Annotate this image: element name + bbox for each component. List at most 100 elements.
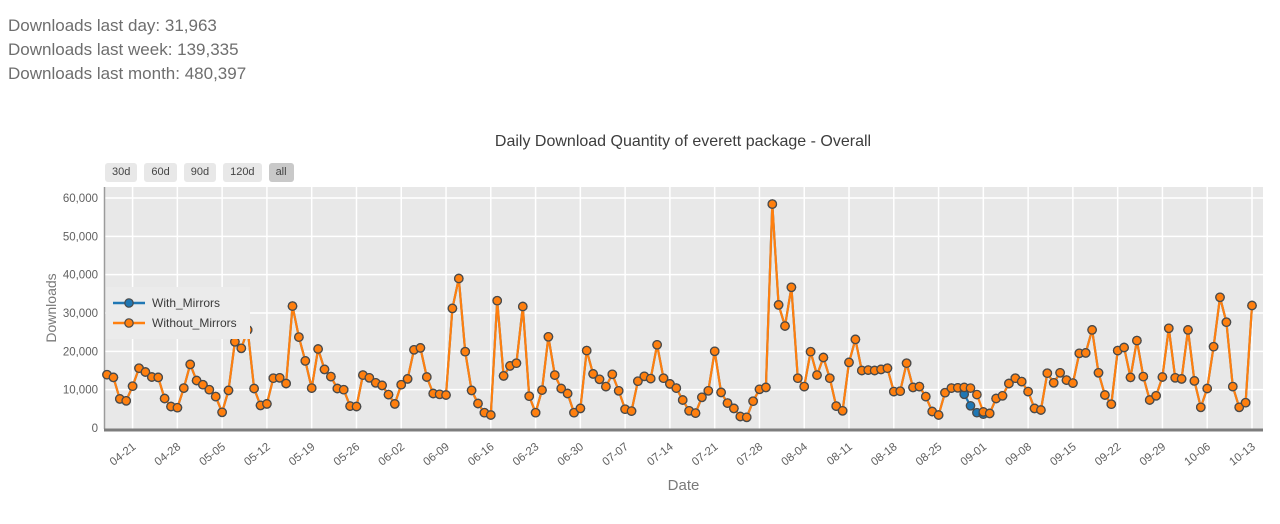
- data-point-without_mirrors: [722, 398, 733, 408]
- x-tick-label: 09-22: [1093, 441, 1124, 469]
- data-point-without_mirrors: [671, 383, 682, 393]
- data-point-without_mirrors: [274, 372, 285, 383]
- data-point-without_mirrors: [626, 406, 637, 416]
- y-tick-label: 0: [92, 423, 98, 435]
- x-tick-label: 04-21: [108, 441, 139, 469]
- data-point-without_mirrors: [1189, 376, 1200, 386]
- legend-marker-icon: [113, 318, 145, 328]
- data-point-without_mirrors: [601, 381, 611, 392]
- data-point-without_mirrors: [588, 369, 598, 379]
- data-point-without_mirrors: [767, 199, 778, 209]
- data-point-without_mirrors: [773, 300, 784, 310]
- data-point-without_mirrors: [217, 407, 227, 418]
- data-point-without_mirrors: [1157, 372, 1168, 382]
- stat-last-month: Downloads last month: 480,397: [8, 64, 247, 83]
- x-tick-label: 08-25: [914, 441, 945, 469]
- data-point-without_mirrors: [306, 383, 317, 393]
- data-point-without_mirrors: [965, 383, 976, 393]
- data-point-without_mirrors: [1036, 405, 1046, 415]
- stat-last-day: Downloads last day: 31,963: [8, 16, 217, 35]
- plot-area: [104, 187, 1263, 429]
- data-point-without_mirrors: [1068, 378, 1078, 388]
- legend-item-without_mirrors[interactable]: Without_Mirrors: [112, 313, 242, 333]
- x-tick-label: 07-28: [735, 441, 766, 469]
- data-point-without_mirrors: [895, 386, 906, 397]
- data-point-without_mirrors: [1247, 300, 1257, 311]
- data-point-without_mirrors: [185, 359, 196, 370]
- data-point-without_mirrors: [530, 407, 541, 418]
- x-tick-label: 07-21: [690, 441, 721, 469]
- y-tick-label: 40,000: [63, 270, 98, 282]
- data-point-without_mirrors: [1023, 386, 1033, 397]
- data-point-without_mirrors: [178, 383, 189, 393]
- y-tick-label: 30,000: [63, 308, 98, 320]
- y-axis-title: Downloads: [43, 273, 59, 342]
- x-tick-label: 07-14: [645, 441, 676, 469]
- data-point-without_mirrors: [575, 403, 586, 414]
- range-button-60d[interactable]: 60d: [144, 163, 177, 182]
- data-point-without_mirrors: [920, 391, 931, 402]
- data-point-without_mirrors: [831, 401, 842, 411]
- legend-marker-icon: [113, 298, 145, 308]
- data-point-without_mirrors: [198, 379, 208, 390]
- data-point-without_mirrors: [658, 373, 669, 384]
- data-point-without_mirrors: [127, 381, 138, 392]
- data-point-without_mirrors: [326, 371, 336, 382]
- data-point-without_mirrors: [441, 390, 451, 400]
- x-tick-label: 04-28: [153, 441, 184, 469]
- data-point-without_mirrors: [562, 388, 573, 399]
- data-point-without_mirrors: [1048, 377, 1059, 388]
- range-button-90d[interactable]: 90d: [183, 163, 217, 182]
- download-stats: Downloads last day: 31,963 Downloads las…: [8, 14, 246, 86]
- x-tick-label: 07-07: [600, 441, 631, 469]
- data-point-without_mirrors: [172, 402, 183, 413]
- data-point-without_mirrors: [485, 410, 496, 420]
- data-point-without_mirrors: [1106, 399, 1117, 410]
- x-tick-label: 10-06: [1182, 441, 1213, 469]
- data-point-without_mirrors: [1234, 402, 1245, 413]
- data-point-without_mirrors: [389, 399, 400, 409]
- data-point-without_mirrors: [549, 370, 560, 380]
- range-button-120d[interactable]: 120d: [223, 163, 262, 182]
- data-point-without_mirrors: [210, 391, 221, 402]
- data-point-without_mirrors: [805, 346, 816, 357]
- data-point-without_mirrors: [1125, 372, 1136, 383]
- data-point-without_mirrors: [287, 301, 298, 311]
- x-tick-label: 06-23: [511, 441, 542, 469]
- data-point-without_mirrors: [537, 385, 547, 395]
- data-point-without_mirrors: [972, 389, 982, 400]
- y-tick-label: 60,000: [63, 193, 98, 205]
- data-point-without_mirrors: [1080, 348, 1091, 358]
- data-point-without_mirrors: [338, 384, 349, 395]
- y-tick-label: 10,000: [63, 385, 98, 397]
- x-tick-label: 05-12: [242, 441, 273, 469]
- stat-last-week: Downloads last week: 139,335: [8, 40, 239, 59]
- legend-label: Without_Mirrors: [152, 316, 237, 330]
- data-point-without_mirrors: [492, 295, 503, 306]
- data-point-without_mirrors: [402, 374, 413, 384]
- data-point-without_mirrors: [153, 372, 164, 383]
- data-point-without_mirrors: [460, 346, 471, 357]
- x-tick-label: 06-09: [421, 441, 452, 469]
- data-point-without_mirrors: [524, 391, 535, 402]
- legend-item-with_mirrors[interactable]: With_Mirrors: [112, 293, 242, 313]
- range-button-30d[interactable]: 30d: [105, 163, 138, 182]
- data-point-without_mirrors: [729, 403, 739, 414]
- data-point-without_mirrors: [223, 385, 234, 396]
- data-point-without_mirrors: [697, 392, 707, 403]
- data-point-without_mirrors: [121, 395, 132, 406]
- range-button-all[interactable]: all: [268, 163, 294, 182]
- data-point-without_mirrors: [882, 363, 893, 374]
- data-point-without_mirrors: [383, 389, 394, 400]
- data-point-without_mirrors: [236, 343, 247, 354]
- data-point-without_mirrors: [453, 273, 464, 284]
- data-point-without_mirrors: [850, 334, 861, 345]
- data-point-without_mirrors: [1227, 381, 1238, 392]
- x-tick-label: 10-13: [1227, 441, 1258, 469]
- data-point-without_mirrors: [652, 339, 662, 350]
- x-tick-label: 05-05: [197, 441, 228, 469]
- data-point-without_mirrors: [786, 282, 797, 293]
- data-point-without_mirrors: [844, 357, 854, 368]
- x-tick-label: 09-08: [1003, 441, 1034, 469]
- x-axis-line: [104, 428, 1263, 432]
